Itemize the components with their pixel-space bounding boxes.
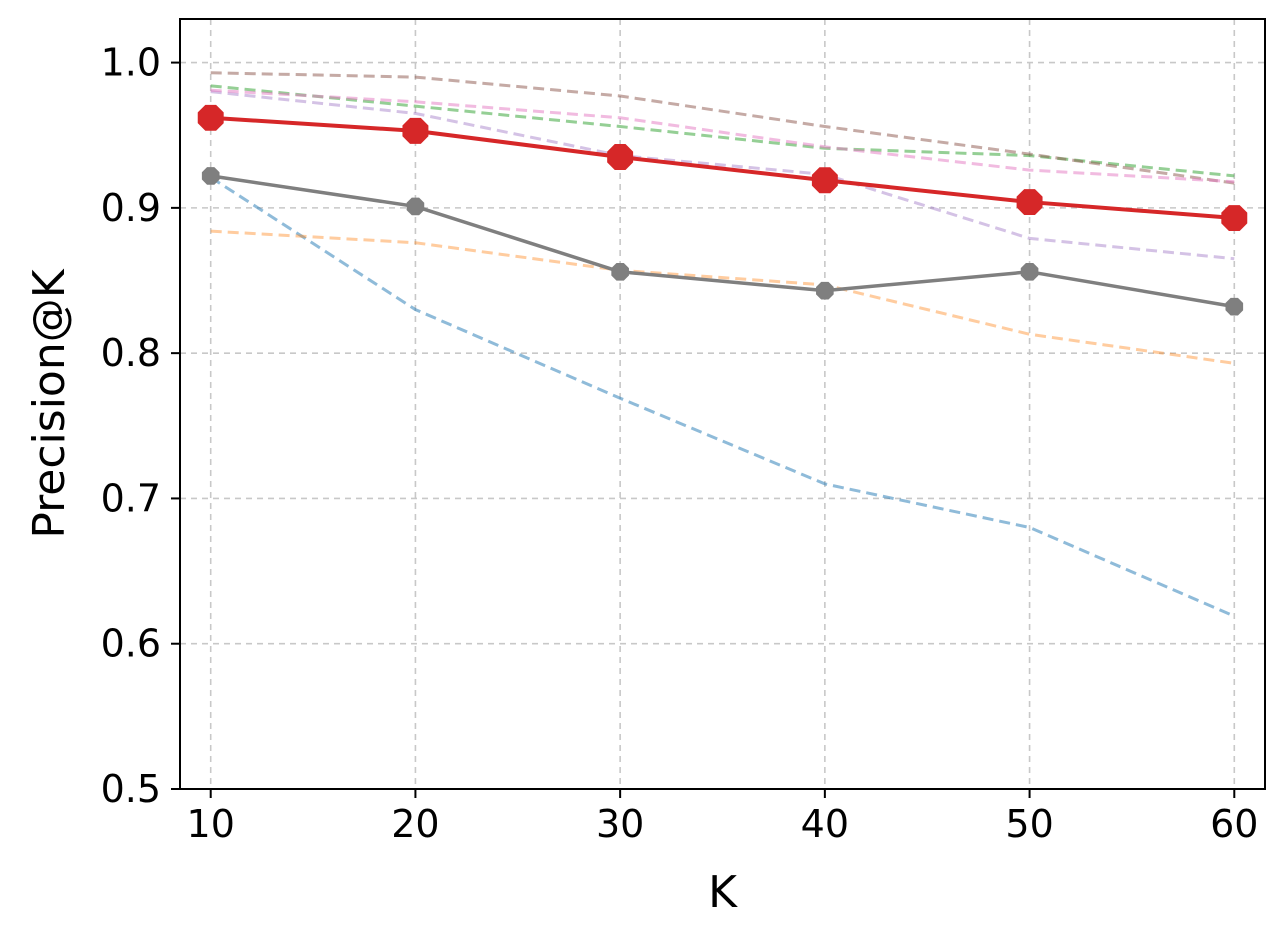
series-point (1020, 262, 1039, 281)
series-5 (210, 71, 1235, 185)
series-point (1225, 297, 1244, 316)
y-tick-label: 0.6 (101, 622, 161, 666)
series-line (210, 174, 1235, 309)
series-line (210, 71, 1235, 185)
x-tick-label: 10 (187, 802, 235, 846)
series-point (607, 144, 634, 170)
series-line (210, 88, 1235, 184)
series-line (210, 115, 1235, 221)
series-point (811, 167, 838, 194)
series-point (197, 104, 224, 131)
series-line (210, 90, 1235, 261)
x-axis-label: K (708, 867, 738, 918)
series-point (406, 197, 425, 216)
series-6 (210, 88, 1235, 184)
series-layer (197, 71, 1248, 618)
series-4 (210, 90, 1235, 261)
series-2 (210, 229, 1235, 365)
y-axis-label: Precision@K (24, 268, 75, 538)
plot-frame (179, 18, 1266, 790)
y-tick-label: 0.7 (101, 476, 161, 520)
y-tick-label: 0.8 (101, 331, 161, 375)
series-point (1221, 205, 1248, 232)
series-line (210, 229, 1235, 365)
y-tick-label: 0.9 (101, 186, 161, 230)
series-point (816, 281, 834, 300)
series-line (209, 176, 1235, 618)
series-1 (209, 176, 1235, 618)
grid (180, 19, 1265, 790)
series-point (402, 117, 429, 144)
series-7 (201, 167, 1244, 316)
x-tick-label: 30 (596, 802, 644, 846)
y-tick-label: 0.5 (101, 767, 161, 811)
series-8 (197, 104, 1248, 232)
series-point (201, 167, 220, 185)
series-point (1016, 189, 1043, 216)
x-tick-label: 20 (391, 802, 439, 846)
x-tick-label: 40 (801, 802, 849, 846)
ticks: 10 20 30 40 50 60 0.5 0.6 0.7 0.8 0.9 1.0 (101, 41, 1259, 846)
y-tick-label: 1.0 (101, 41, 161, 85)
series-point (611, 262, 629, 281)
x-tick-label: 60 (1210, 802, 1258, 846)
x-tick-label: 50 (1005, 802, 1053, 846)
